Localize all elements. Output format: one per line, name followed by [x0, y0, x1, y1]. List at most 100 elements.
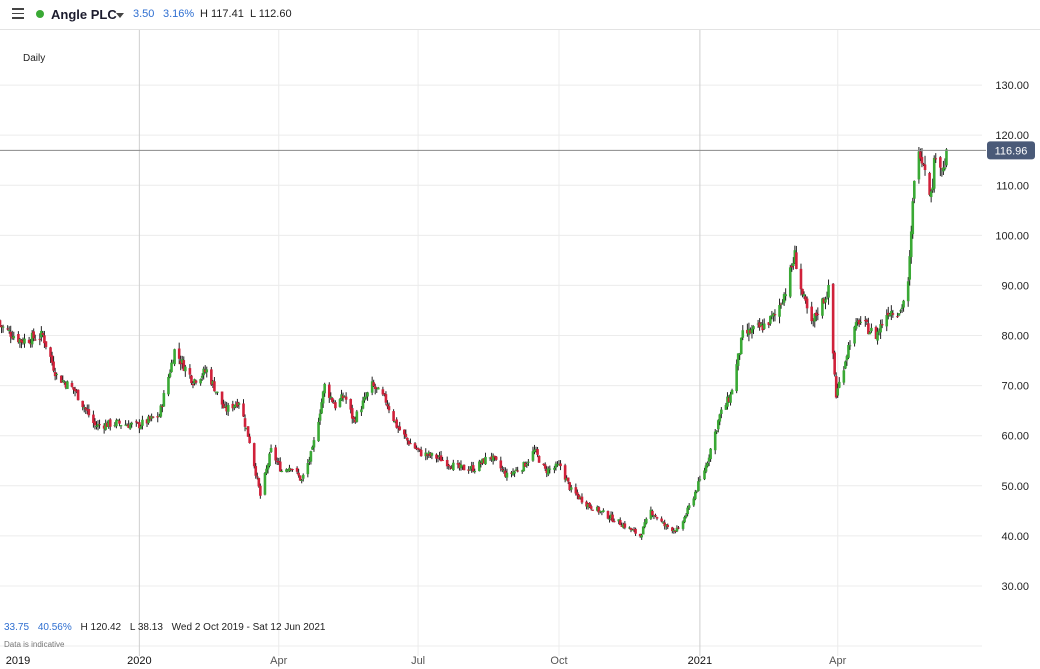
candle-down	[190, 375, 193, 384]
candle-down	[516, 470, 519, 472]
candle-up	[159, 405, 163, 417]
candle-down	[655, 517, 659, 519]
range-summary: 33.75 40.56% H 120.42 L 38.13 Wed 2 Oct …	[4, 622, 331, 633]
candle-up	[193, 379, 196, 384]
candle-up	[531, 451, 535, 461]
candle-down	[632, 529, 636, 531]
candle-up	[141, 419, 144, 426]
candle-up	[652, 515, 656, 517]
candle-up	[202, 368, 205, 376]
candle-up	[502, 470, 506, 472]
candle-up	[171, 362, 175, 364]
candle-down	[543, 464, 547, 469]
y-tick-label: 60.00	[1001, 431, 1029, 443]
candle-up	[488, 457, 492, 459]
candle-down	[257, 478, 261, 487]
candle-up	[707, 457, 711, 462]
candle-down	[259, 485, 262, 496]
chevron-down-icon[interactable]	[116, 13, 124, 18]
candle-down	[801, 288, 804, 295]
candle-up	[199, 379, 202, 384]
candle-up	[824, 299, 827, 303]
candle-up	[478, 461, 481, 472]
candle-up	[237, 403, 241, 405]
candle-up	[854, 322, 858, 329]
candle-up	[309, 451, 313, 462]
candle-down	[49, 347, 52, 357]
candle-down	[874, 326, 878, 339]
instrument-name[interactable]: Angle PLC	[51, 7, 117, 22]
candle-up	[769, 315, 772, 324]
candle-up	[628, 527, 631, 529]
candle-down	[566, 477, 570, 482]
candle-up	[393, 421, 397, 423]
candle-up	[681, 521, 685, 529]
candle-down	[136, 422, 140, 424]
candle-down	[231, 403, 235, 409]
candle-down	[6, 328, 9, 330]
candle-down	[70, 382, 74, 387]
candle-up	[684, 515, 688, 518]
candle-up	[157, 416, 161, 418]
candle-up	[687, 505, 691, 509]
candle-up	[600, 511, 604, 513]
candle-up	[718, 414, 722, 422]
candle-down	[816, 313, 820, 315]
candle-down	[413, 443, 417, 449]
candle-down	[415, 447, 418, 450]
candle-down	[920, 156, 924, 164]
candle-up	[675, 527, 679, 532]
candle-up	[716, 420, 720, 430]
candle-up	[513, 471, 516, 474]
y-tick-label: 130.00	[995, 80, 1029, 92]
candle-up	[738, 353, 742, 356]
price-change-percent: 3.16%	[163, 8, 195, 20]
candle-up	[268, 453, 271, 466]
candle-down	[418, 448, 421, 450]
candle-up	[902, 300, 905, 308]
candle-down	[289, 468, 293, 470]
candle-up	[430, 453, 434, 456]
candle-down	[148, 416, 152, 420]
candle-up	[269, 448, 273, 453]
candle-up	[911, 201, 915, 235]
candle-down	[246, 426, 250, 437]
hamburger-menu-icon[interactable]	[12, 8, 24, 19]
candle-down	[177, 348, 181, 359]
candle-up	[661, 522, 665, 524]
candle-up	[664, 524, 668, 527]
candle-up	[942, 167, 945, 172]
candle-down	[445, 459, 449, 467]
candle-down	[75, 390, 78, 392]
candle-down	[243, 418, 247, 427]
candle-up	[491, 455, 495, 461]
candle-up	[709, 448, 712, 460]
candle-down	[297, 472, 300, 476]
candle-down	[779, 303, 783, 305]
candle-up	[868, 332, 872, 335]
candle-up	[360, 409, 363, 413]
candle-up	[644, 518, 648, 524]
candle-up	[104, 422, 107, 430]
candle-down	[450, 467, 454, 469]
candle-up	[459, 464, 463, 469]
candle-up	[116, 419, 120, 421]
candle-down	[761, 325, 764, 331]
candle-down	[629, 527, 633, 530]
candle-up	[595, 506, 599, 511]
candle-up	[762, 323, 766, 329]
candle-down	[831, 283, 835, 354]
candle-up	[285, 469, 288, 472]
candle-down	[896, 316, 899, 318]
candle-up	[877, 330, 881, 333]
candle-down	[118, 420, 121, 424]
x-axis: 2019 2020 Apr Jul Oct 2021 Apr	[6, 655, 847, 667]
candle-down	[373, 386, 377, 390]
candle-down	[277, 460, 281, 463]
price-change: 3.50	[133, 8, 155, 20]
candle-up	[739, 337, 743, 355]
candle-up	[340, 394, 343, 401]
candle-down	[867, 323, 870, 335]
candle-up	[427, 452, 431, 455]
